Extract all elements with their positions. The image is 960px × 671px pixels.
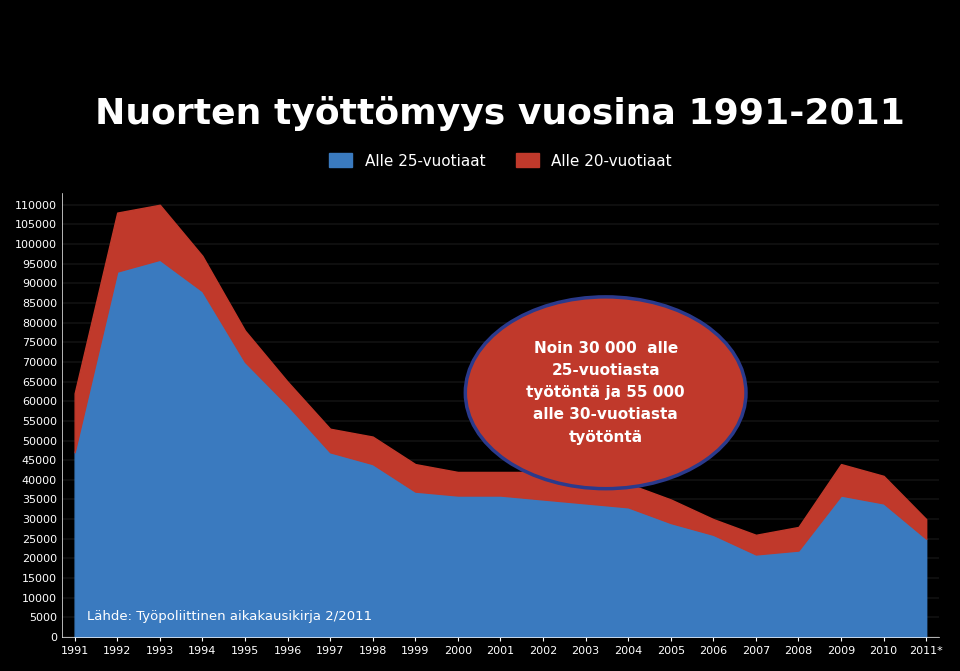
Title: Nuorten työttömyys vuosina 1991-2011: Nuorten työttömyys vuosina 1991-2011 bbox=[95, 95, 905, 131]
Ellipse shape bbox=[466, 297, 746, 488]
Legend: Alle 25-vuotiaat, Alle 20-vuotiaat: Alle 25-vuotiaat, Alle 20-vuotiaat bbox=[324, 148, 678, 174]
Text: Lähde: Työpoliittinen aikakausikirja 2/2011: Lähde: Työpoliittinen aikakausikirja 2/2… bbox=[87, 610, 372, 623]
Text: Noin 30 000  alle
25-vuotiasta
työtöntä ja 55 000
alle 30-vuotiasta
työtöntä: Noin 30 000 alle 25-vuotiasta työtöntä j… bbox=[526, 341, 685, 445]
